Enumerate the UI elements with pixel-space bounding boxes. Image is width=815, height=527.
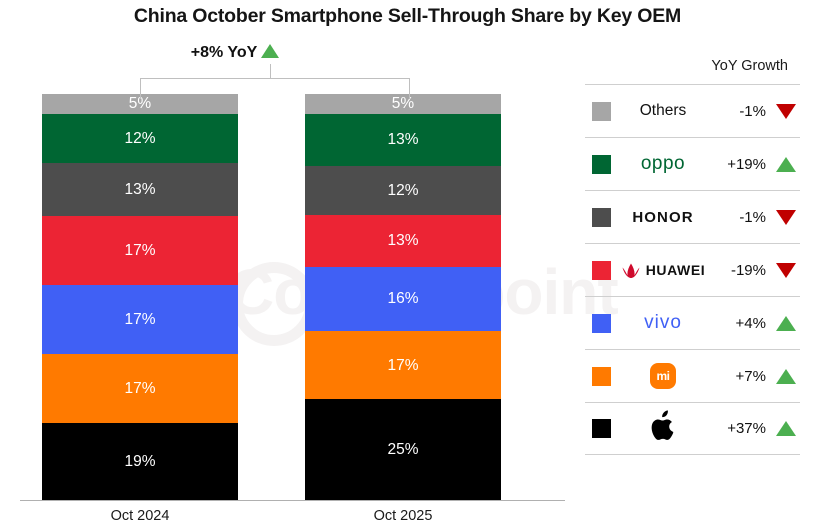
legend-swatch-icon <box>592 419 611 438</box>
triangle-up-icon <box>772 315 800 331</box>
legend-brand-label: Others <box>639 102 687 119</box>
legend-growth-value: +7% <box>735 367 766 385</box>
bar-segment-oppo: 12% <box>42 114 238 164</box>
honor-logo: HONOR <box>632 208 694 226</box>
triangle-up-icon <box>772 421 800 436</box>
bar-segment-xiaomi: 17% <box>42 353 238 423</box>
x-tick-label-oct-2025: Oct 2025 <box>373 508 433 524</box>
triangle-up-icon <box>772 368 800 384</box>
yoy-callout: +8% YoY <box>0 44 470 62</box>
triangle-down-icon <box>772 103 800 119</box>
legend-swatch-icon <box>592 154 611 174</box>
apple-logo <box>650 410 677 447</box>
legend-swatch-icon <box>592 101 611 121</box>
legend-row[interactable]: HONOR -1% <box>585 190 800 243</box>
xiaomi-logo: mi <box>650 363 676 389</box>
legend-row[interactable]: vivo +4% <box>585 296 800 349</box>
triangle-up-icon <box>772 156 800 172</box>
legend-row[interactable]: HUAWEI -19% <box>585 243 800 296</box>
legend-growth-value: +4% <box>735 314 766 332</box>
triangle-down-icon <box>772 209 800 225</box>
huawei-flower-icon <box>622 263 640 278</box>
legend-swatch-icon <box>592 313 611 333</box>
legend-brand: HUAWEI <box>611 244 719 296</box>
stacked-bar-oct-2024: 5% 12% 13% 17% 17% 17% 19% <box>42 94 238 500</box>
callout-bracket <box>140 78 410 99</box>
legend-growth-value: -1% <box>739 208 766 226</box>
bar-segment-honor: 13% <box>42 163 238 216</box>
bar-segment-vivo: 16% <box>305 266 501 332</box>
bar-segment-honor: 12% <box>305 166 501 215</box>
legend-brand: Others <box>611 85 719 137</box>
legend-rows: Others -1% oppo +19% HONOR -1% HUAWEI -19% vivo +… <box>585 84 800 455</box>
yoy-callout-label: +8% YoY <box>190 44 258 61</box>
bar-segment-others: 5% <box>305 94 501 115</box>
legend-header: YoY Growth <box>711 58 788 74</box>
bar-segment-apple: 19% <box>42 422 238 500</box>
bar-segment-oppo: 13% <box>305 114 501 167</box>
legend-growth-value: +19% <box>727 155 766 173</box>
triangle-down-icon <box>772 262 800 278</box>
legend-swatch-icon <box>592 366 611 386</box>
stacked-bar-oct-2025: 5% 13% 12% 13% 16% 17% 25% <box>305 94 501 500</box>
legend-brand <box>611 403 719 454</box>
legend-row[interactable]: +37% <box>585 402 800 455</box>
huawei-logo: HUAWEI <box>621 262 706 279</box>
bar-segment-xiaomi: 17% <box>305 331 501 400</box>
legend-swatch-icon <box>592 260 611 280</box>
legend-brand: HONOR <box>611 191 719 243</box>
oppo-logo: oppo <box>640 153 686 174</box>
x-axis-line <box>20 500 565 501</box>
bar-segment-huawei: 17% <box>42 215 238 285</box>
legend-growth-value: -19% <box>730 261 766 279</box>
triangle-up-icon <box>261 44 280 58</box>
legend-swatch-icon <box>592 207 611 227</box>
legend-brand: vivo <box>611 297 719 349</box>
bar-segment-apple: 25% <box>305 399 501 500</box>
bar-segment-huawei: 13% <box>305 214 501 267</box>
legend-panel: YoY Growth Others -1% oppo +19% HONOR -1% HUAW… <box>585 58 800 455</box>
apple-logo-icon <box>651 410 673 440</box>
legend-growth-value: +37% <box>727 420 766 437</box>
bar-segment-vivo: 17% <box>42 284 238 354</box>
callout-bracket-stem <box>270 64 272 79</box>
legend-row[interactable]: oppo +19% <box>585 137 800 190</box>
vivo-logo: vivo <box>644 312 682 333</box>
legend-row[interactable]: mi +7% <box>585 349 800 402</box>
legend-growth-value: -1% <box>739 102 766 120</box>
x-tick-label-oct-2024: Oct 2024 <box>110 508 170 524</box>
legend-brand: mi <box>611 350 719 402</box>
legend-brand: oppo <box>611 138 719 190</box>
bar-segment-others: 5% <box>42 94 238 115</box>
page-title: China October Smartphone Sell-Through Sh… <box>133 5 682 27</box>
legend-row[interactable]: Others -1% <box>585 84 800 137</box>
